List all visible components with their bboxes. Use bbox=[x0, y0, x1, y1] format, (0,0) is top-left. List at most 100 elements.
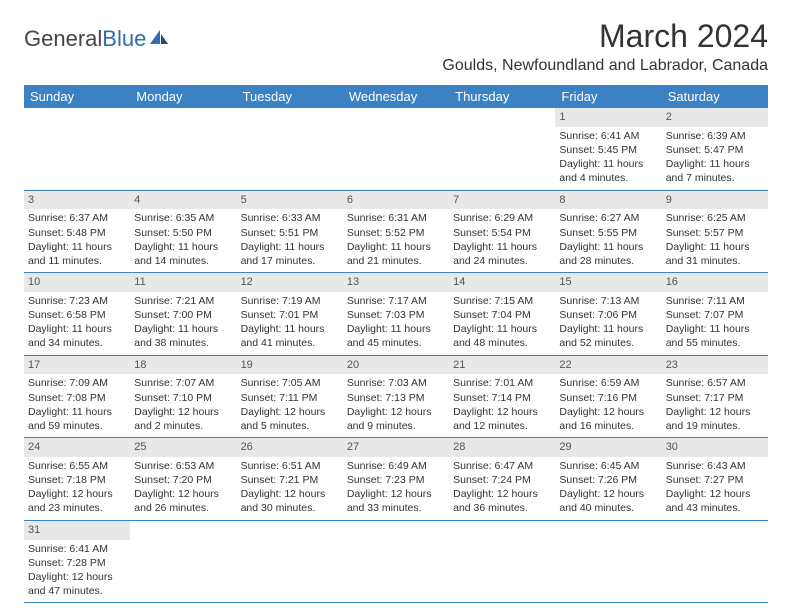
day-sunset: Sunset: 7:07 PM bbox=[666, 308, 764, 322]
day-sunset: Sunset: 7:18 PM bbox=[28, 473, 126, 487]
day-daylight: Daylight: 12 hours and 40 minutes. bbox=[559, 487, 657, 515]
day-number: 24 bbox=[24, 438, 130, 457]
day-sunset: Sunset: 5:47 PM bbox=[666, 143, 764, 157]
calendar-cell bbox=[237, 108, 343, 190]
day-sunrise: Sunrise: 6:37 AM bbox=[28, 211, 126, 225]
day-daylight: Daylight: 11 hours and 21 minutes. bbox=[347, 240, 445, 268]
day-sunrise: Sunrise: 6:55 AM bbox=[28, 459, 126, 473]
calendar-row: 10Sunrise: 7:23 AMSunset: 6:58 PMDayligh… bbox=[24, 273, 768, 356]
calendar-cell: 12Sunrise: 7:19 AMSunset: 7:01 PMDayligh… bbox=[237, 273, 343, 356]
day-sunrise: Sunrise: 7:23 AM bbox=[28, 294, 126, 308]
calendar-cell: 18Sunrise: 7:07 AMSunset: 7:10 PMDayligh… bbox=[130, 355, 236, 438]
day-number: 6 bbox=[343, 191, 449, 210]
day-sunset: Sunset: 7:03 PM bbox=[347, 308, 445, 322]
calendar-table: SundayMondayTuesdayWednesdayThursdayFrid… bbox=[24, 85, 768, 603]
day-number: 7 bbox=[449, 191, 555, 210]
calendar-cell: 6Sunrise: 6:31 AMSunset: 5:52 PMDaylight… bbox=[343, 190, 449, 273]
calendar-cell: 23Sunrise: 6:57 AMSunset: 7:17 PMDayligh… bbox=[662, 355, 768, 438]
weekday-header: Tuesday bbox=[237, 85, 343, 108]
calendar-cell: 5Sunrise: 6:33 AMSunset: 5:51 PMDaylight… bbox=[237, 190, 343, 273]
day-sunrise: Sunrise: 7:09 AM bbox=[28, 376, 126, 390]
day-sunrise: Sunrise: 6:35 AM bbox=[134, 211, 232, 225]
calendar-cell: 30Sunrise: 6:43 AMSunset: 7:27 PMDayligh… bbox=[662, 438, 768, 521]
calendar-header-row: SundayMondayTuesdayWednesdayThursdayFrid… bbox=[24, 85, 768, 108]
day-sunset: Sunset: 7:04 PM bbox=[453, 308, 551, 322]
day-sunset: Sunset: 7:06 PM bbox=[559, 308, 657, 322]
brand-logo: GeneralBlue bbox=[24, 18, 170, 52]
day-daylight: Daylight: 11 hours and 31 minutes. bbox=[666, 240, 764, 268]
calendar-cell bbox=[555, 520, 661, 603]
day-daylight: Daylight: 11 hours and 52 minutes. bbox=[559, 322, 657, 350]
calendar-row: 24 Sunrise: 6:55 AMSunset: 7:18 PM Dayligh… bbox=[24, 438, 768, 521]
day-sunrise: Sunrise: 6:45 AM bbox=[559, 459, 657, 473]
day-daylight: Daylight: 11 hours and 48 minutes. bbox=[453, 322, 551, 350]
calendar-cell: 25Sunrise: 6:53 AMSunset: 7:20 PMDayligh… bbox=[130, 438, 236, 521]
day-sunset: Sunset: 5:55 PM bbox=[559, 226, 657, 240]
day-daylight: Daylight: 11 hours and 41 minutes. bbox=[241, 322, 339, 350]
day-sunset: Sunset: 5:51 PM bbox=[241, 226, 339, 240]
day-daylight: Daylight: 12 hours and 43 minutes. bbox=[666, 487, 764, 515]
day-sunrise: Sunrise: 7:17 AM bbox=[347, 294, 445, 308]
calendar-cell bbox=[237, 520, 343, 603]
calendar-cell: 13 Sunrise: 7:17 AMSunset: 7:03 PMDayligh… bbox=[343, 273, 449, 356]
day-sunrise: Sunrise: 7:05 AM bbox=[241, 376, 339, 390]
day-number: 29 bbox=[555, 438, 661, 457]
day-daylight: Daylight: 11 hours and 14 minutes. bbox=[134, 240, 232, 268]
location-subtitle: Goulds, Newfoundland and Labrador, Canad… bbox=[442, 57, 768, 75]
day-number: 13 bbox=[343, 273, 449, 292]
day-sunrise: Sunrise: 6:27 AM bbox=[559, 211, 657, 225]
day-sunrise: Sunrise: 7:13 AM bbox=[559, 294, 657, 308]
day-sunset: Sunset: 7:14 PM bbox=[453, 391, 551, 405]
calendar-cell bbox=[130, 108, 236, 190]
day-daylight: Daylight: 11 hours and 7 minutes. bbox=[666, 157, 764, 185]
calendar-cell: 31Sunrise: 6:41 AMSunset: 7:28 PMDayligh… bbox=[24, 520, 130, 603]
day-sunset: Sunset: 5:45 PM bbox=[559, 143, 657, 157]
title-block: March 2024 Goulds, Newfoundland and Labr… bbox=[442, 18, 768, 75]
calendar-cell: 3Sunrise: 6:37 AMSunset: 5:48 PMDaylight… bbox=[24, 190, 130, 273]
calendar-cell: 7Sunrise: 6:29 AMSunset: 5:54 PMDaylight… bbox=[449, 190, 555, 273]
day-sunrise: Sunrise: 7:21 AM bbox=[134, 294, 232, 308]
day-number: 3 bbox=[24, 191, 130, 210]
weekday-header: Wednesday bbox=[343, 85, 449, 108]
calendar-cell bbox=[662, 520, 768, 603]
day-sunrise: Sunrise: 6:43 AM bbox=[666, 459, 764, 473]
brand-blue: Blue bbox=[102, 26, 146, 52]
calendar-cell: 17Sunrise: 7:09 AMSunset: 7:08 PMDayligh… bbox=[24, 355, 130, 438]
day-number: 31 bbox=[24, 521, 130, 540]
day-sunrise: Sunrise: 7:07 AM bbox=[134, 376, 232, 390]
day-sunrise: Sunrise: 6:29 AM bbox=[453, 211, 551, 225]
day-number: 2 bbox=[662, 108, 768, 127]
day-daylight: Daylight: 12 hours and 26 minutes. bbox=[134, 487, 232, 515]
day-sunset: Sunset: 5:48 PM bbox=[28, 226, 126, 240]
calendar-body: 1Sunrise: 6:41 AMSunset: 5:45 PMDaylight… bbox=[24, 108, 768, 603]
day-number: 22 bbox=[555, 356, 661, 375]
calendar-cell: 1Sunrise: 6:41 AMSunset: 5:45 PMDaylight… bbox=[555, 108, 661, 190]
calendar-row: 31Sunrise: 6:41 AMSunset: 7:28 PMDayligh… bbox=[24, 520, 768, 603]
day-number: 5 bbox=[237, 191, 343, 210]
calendar-row: 17Sunrise: 7:09 AMSunset: 7:08 PMDayligh… bbox=[24, 355, 768, 438]
day-number: 15 bbox=[555, 273, 661, 292]
day-daylight: Daylight: 12 hours and 33 minutes. bbox=[347, 487, 445, 515]
day-number: 10 bbox=[24, 273, 130, 292]
day-sunset: Sunset: 5:54 PM bbox=[453, 226, 551, 240]
calendar-cell: 14Sunrise: 7:15 AMSunset: 7:04 PMDayligh… bbox=[449, 273, 555, 356]
calendar-cell: 15 Sunrise: 7:13 AMSunset: 7:06 PMDayligh… bbox=[555, 273, 661, 356]
day-sunset: Sunset: 7:00 PM bbox=[134, 308, 232, 322]
calendar-row: 1Sunrise: 6:41 AMSunset: 5:45 PMDaylight… bbox=[24, 108, 768, 190]
day-number: 14 bbox=[449, 273, 555, 292]
day-daylight: Daylight: 11 hours and 45 minutes. bbox=[347, 322, 445, 350]
day-number: 30 bbox=[662, 438, 768, 457]
day-number: 26 bbox=[237, 438, 343, 457]
calendar-cell: 21Sunrise: 7:01 AMSunset: 7:14 PMDayligh… bbox=[449, 355, 555, 438]
weekday-header: Saturday bbox=[662, 85, 768, 108]
calendar-cell: 9Sunrise: 6:25 AMSunset: 5:57 PMDaylight… bbox=[662, 190, 768, 273]
day-sunrise: Sunrise: 6:47 AM bbox=[453, 459, 551, 473]
day-sunset: Sunset: 7:17 PM bbox=[666, 391, 764, 405]
calendar-cell: 29Sunrise: 6:45 AMSunset: 7:26 PMDayligh… bbox=[555, 438, 661, 521]
calendar-cell: 8Sunrise: 6:27 AMSunset: 5:55 PMDaylight… bbox=[555, 190, 661, 273]
day-daylight: Daylight: 11 hours and 38 minutes. bbox=[134, 322, 232, 350]
day-daylight: Daylight: 11 hours and 11 minutes. bbox=[28, 240, 126, 268]
day-sunrise: Sunrise: 7:11 AM bbox=[666, 294, 764, 308]
day-number: 28 bbox=[449, 438, 555, 457]
calendar-cell: 10Sunrise: 7:23 AMSunset: 6:58 PMDayligh… bbox=[24, 273, 130, 356]
